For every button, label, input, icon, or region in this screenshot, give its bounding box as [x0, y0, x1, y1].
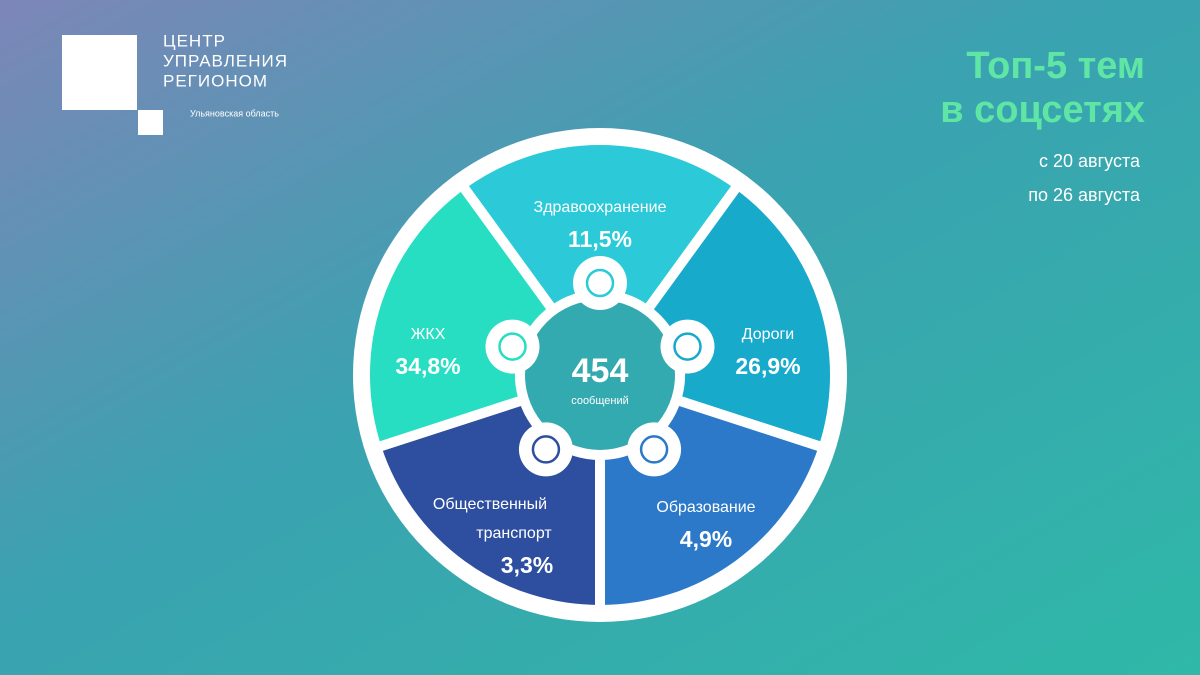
segment-value: 26,9%: [735, 353, 800, 379]
center-caption: сообщений: [571, 395, 629, 407]
icon: [498, 332, 527, 361]
title: в соцсетях: [940, 89, 1145, 131]
icon-badge: [660, 319, 715, 374]
icon: [531, 435, 561, 464]
segment-value: 11,5%: [568, 226, 632, 252]
segment-value: 4,9%: [680, 526, 732, 552]
segment-label: Дороги: [742, 326, 794, 343]
segment-value: 34,8%: [395, 353, 460, 379]
segment-label: Общественный: [433, 496, 547, 513]
period: с 20 августа: [1039, 151, 1141, 171]
segment-value: 3,3%: [501, 552, 553, 578]
period: по 26 августа: [1028, 185, 1141, 205]
logo-text: УПРАВЛЕНИЯ: [163, 51, 288, 70]
icon-badge: [573, 256, 627, 310]
center-hole: [525, 300, 675, 450]
icon: [585, 268, 615, 298]
icon-badge: [518, 422, 573, 477]
logo-subtitle: Ульяновская область: [190, 108, 279, 118]
icon-badge: [627, 422, 682, 477]
center-total: 454: [572, 352, 629, 390]
segment-label: транспорт: [476, 525, 552, 542]
segment-label: Здравоохранение: [534, 199, 667, 216]
logo-square: [138, 110, 163, 135]
logo-square: [62, 35, 137, 110]
icon-badge: [485, 319, 540, 374]
segment-label: ЖКХ: [411, 326, 446, 343]
icon: [673, 332, 702, 361]
logo-text: ЦЕНТР: [163, 31, 226, 50]
logo-text: РЕГИОНОМ: [163, 71, 268, 90]
segment-label: Образование: [656, 499, 755, 516]
title: Топ-5 тем: [966, 45, 1145, 87]
icon: [639, 435, 669, 464]
